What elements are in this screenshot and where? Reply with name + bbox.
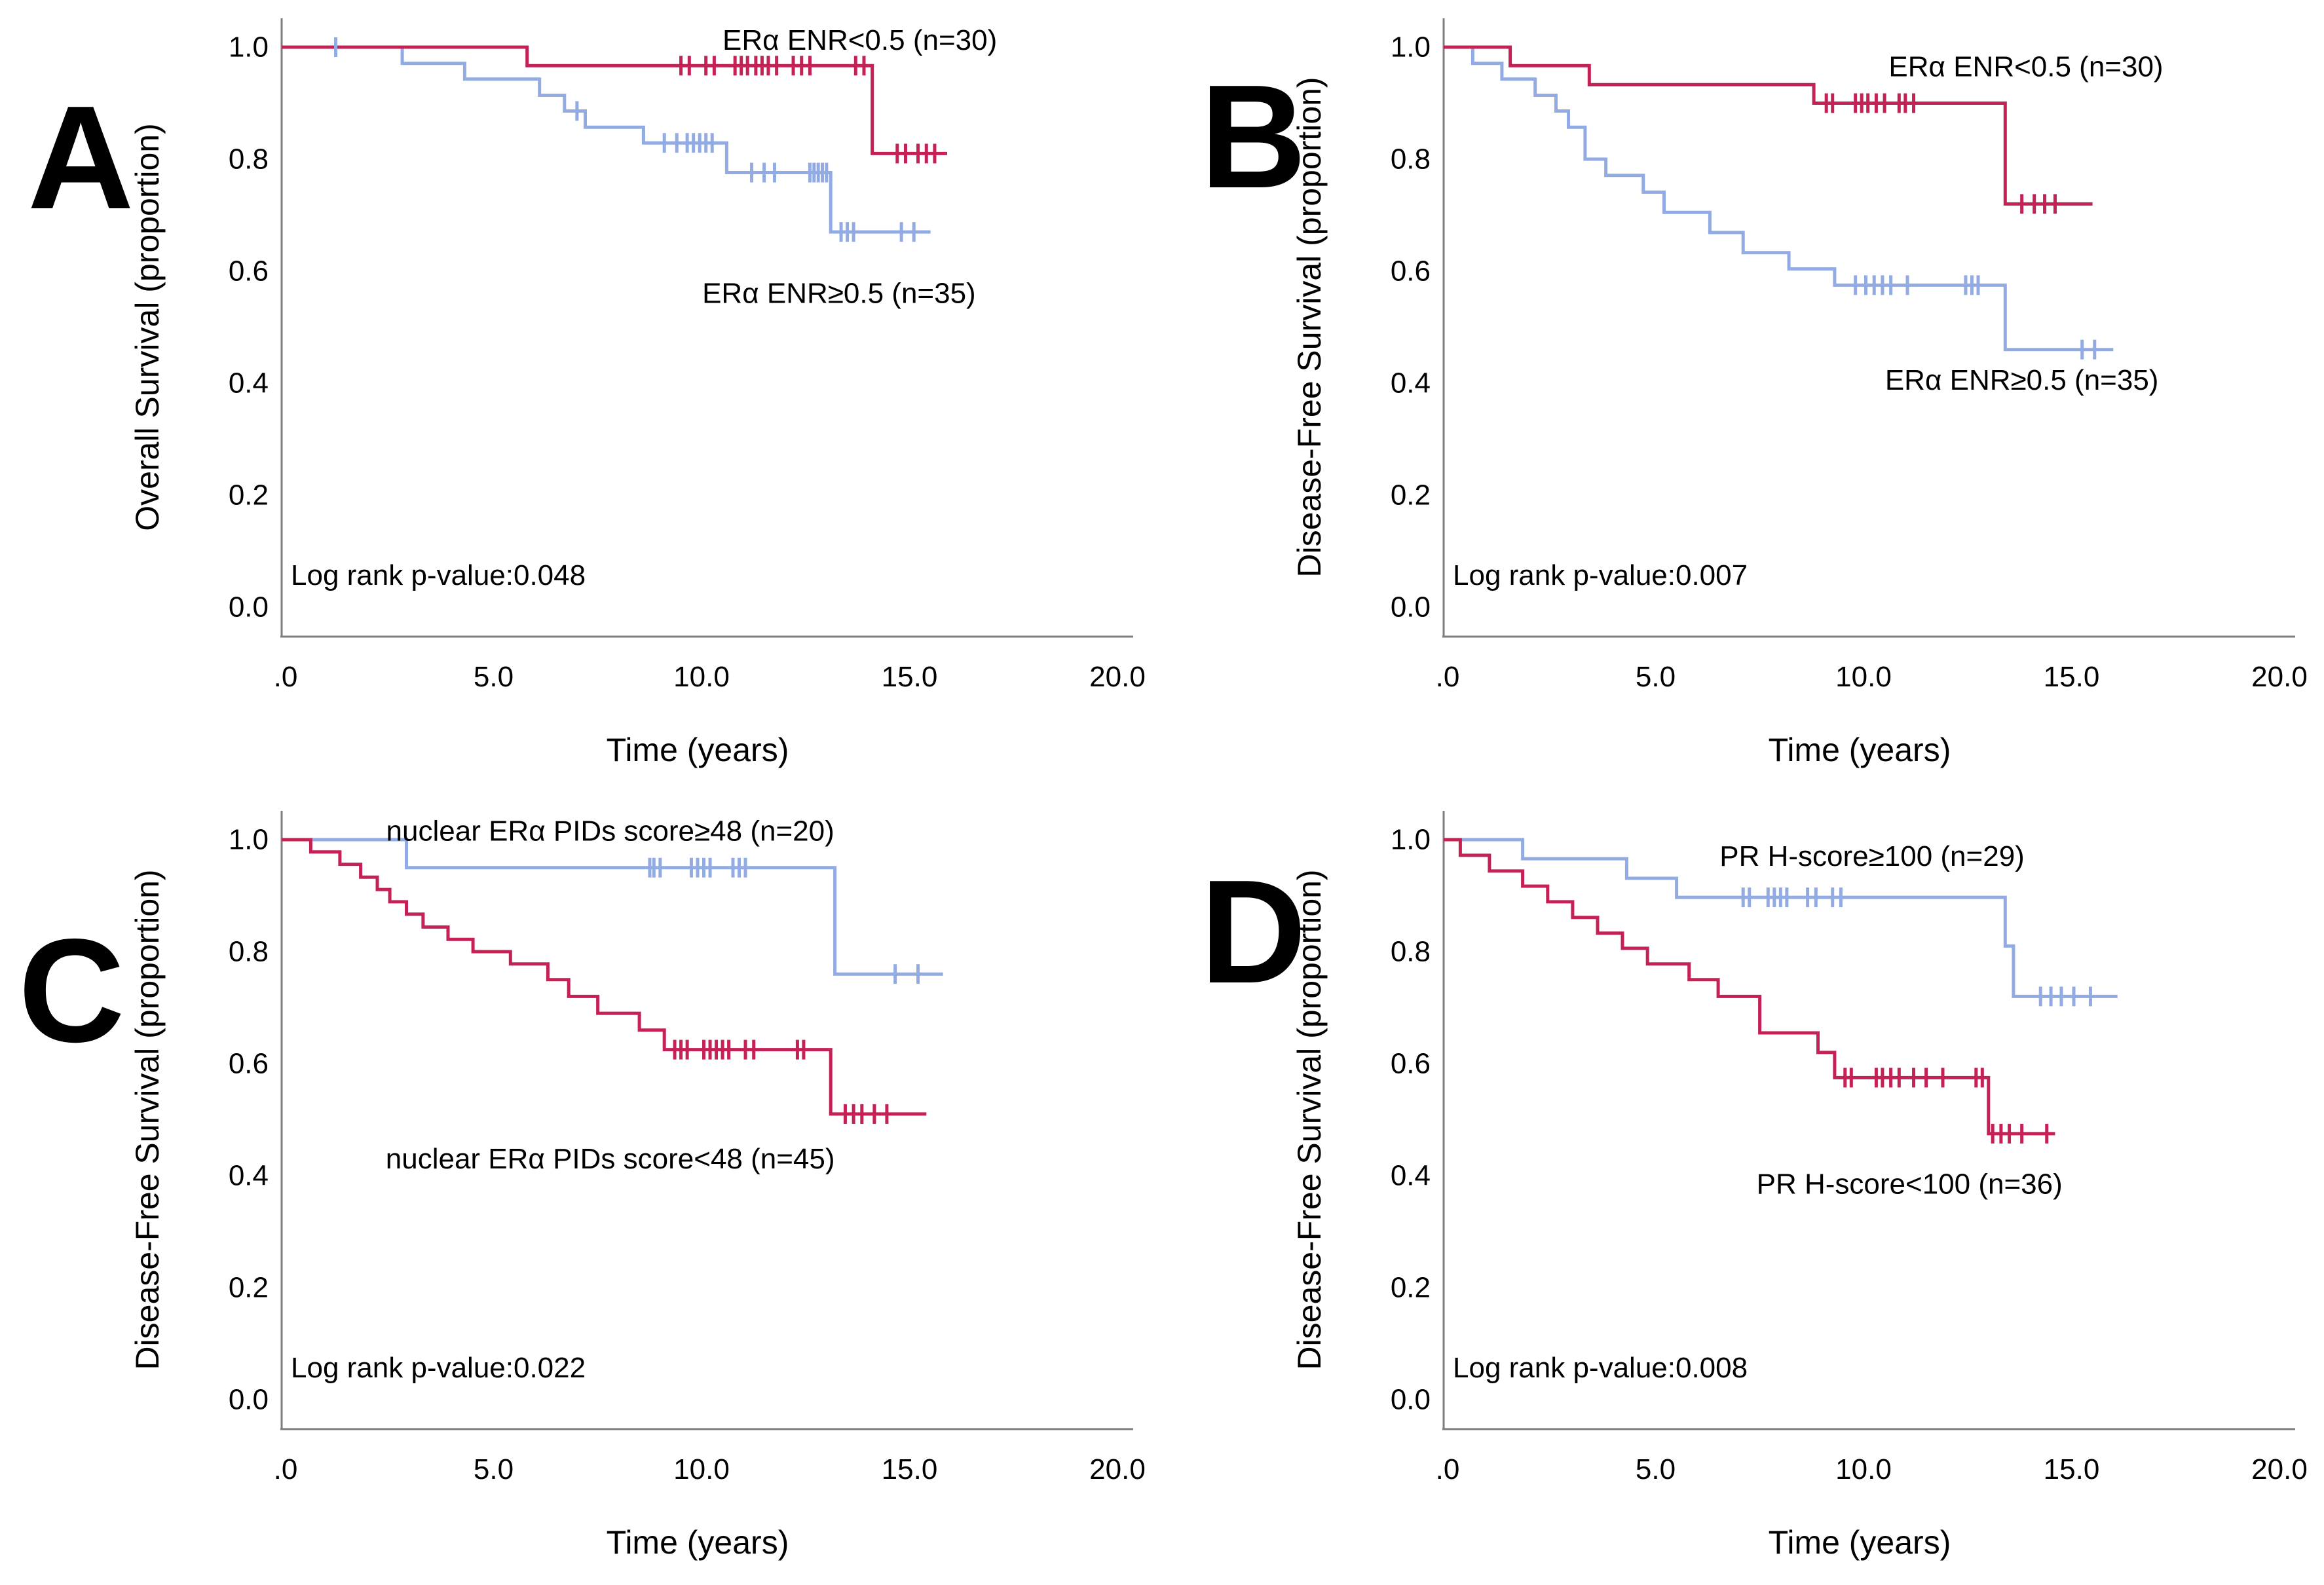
x-tick-label: 20.0 xyxy=(2251,1453,2308,1485)
panel-C: C 1.0 0.8 0.6 0.4 0.2 0.0 .0 5.0 10.0 15.0 20.0 Dis… xyxy=(0,792,1162,1585)
y-axis-title: Disease-Free Survival (proportion) xyxy=(1291,869,1328,1370)
series-label-1: ERα ENR<0.5 (n=30) xyxy=(1888,50,2163,83)
survival-plot-A: 1.0 0.8 0.6 0.4 0.2 0.0 .0 5.0 10.0 15.0 20.0 Overa… xyxy=(129,18,1146,768)
survival-plot-C: 1.0 0.8 0.6 0.4 0.2 0.0 .0 5.0 10.0 15.0 20.0 Disea… xyxy=(129,811,1146,1561)
series-label-1: PR H-score<100 (n=36) xyxy=(1757,1168,2063,1200)
log-rank-pvalue: Log rank p-value:0.007 xyxy=(1453,559,1748,591)
y-axis-title: Disease-Free Survival (proportion) xyxy=(129,869,166,1370)
x-tick-label: 20.0 xyxy=(1089,661,1146,693)
series-label-0: PR H-score≥100 (n=29) xyxy=(1719,840,2025,872)
y-tick-label: 0.4 xyxy=(1391,367,1431,400)
survival-curve-0 xyxy=(282,45,931,234)
y-tick-label: 0.0 xyxy=(1391,1384,1431,1416)
x-axis-title: Time (years) xyxy=(607,732,789,768)
y-tick-label: 0.4 xyxy=(1391,1160,1431,1192)
x-tick-label: 20.0 xyxy=(2251,661,2308,693)
x-tick-label: .0 xyxy=(1436,661,1460,693)
x-tick-label: 10.0 xyxy=(673,661,730,693)
survival-curve-0 xyxy=(282,838,943,976)
series-label-0: nuclear ERα PIDs score≥48 (n=20) xyxy=(386,815,834,848)
x-tick-label: .0 xyxy=(1436,1453,1460,1485)
panel-D: D 1.0 0.8 0.6 0.4 0.2 0.0 .0 5.0 10.0 15.0 20.0 Dis… xyxy=(1162,792,2324,1585)
y-tick-label: 0.8 xyxy=(229,143,269,176)
x-tick-label: 5.0 xyxy=(1636,1453,1676,1485)
y-tick-label: 0.2 xyxy=(229,1272,269,1304)
x-tick-label: 15.0 xyxy=(2044,1453,2100,1485)
y-axis-title: Disease-Free Survival (proportion) xyxy=(1291,77,1328,577)
x-tick-label: 5.0 xyxy=(474,1453,514,1485)
panel-A: A 1.0 0.8 0.6 0.4 0.2 0.0 .0 5.0 10.0 15.0 20.0 Ove… xyxy=(0,0,1162,792)
y-tick-label: 0.2 xyxy=(1391,1272,1431,1304)
x-axis-title: Time (years) xyxy=(607,1524,789,1561)
panel-letter-B: B xyxy=(1200,54,1307,219)
x-tick-label: 15.0 xyxy=(2044,661,2100,693)
series-label-0: ERα ENR≥0.5 (n=35) xyxy=(702,278,976,310)
survival-plot-D: 1.0 0.8 0.6 0.4 0.2 0.0 .0 5.0 10.0 15.0 20.0 Disea… xyxy=(1291,811,2308,1561)
x-tick-label: 15.0 xyxy=(882,1453,938,1485)
y-tick-label: 0.2 xyxy=(229,479,269,512)
y-tick-label: 1.0 xyxy=(229,31,269,64)
y-tick-label: 0.8 xyxy=(1391,936,1431,968)
x-tick-label: 20.0 xyxy=(1089,1453,1146,1485)
x-tick-label: 15.0 xyxy=(882,661,938,693)
series-label-1: ERα ENR<0.5 (n=30) xyxy=(722,24,997,56)
y-tick-label: 0.8 xyxy=(1391,143,1431,176)
survival-curve-1 xyxy=(282,838,927,1116)
y-tick-label: 0.6 xyxy=(1391,255,1431,288)
x-axis-title: Time (years) xyxy=(1769,732,1951,768)
y-tick-label: 0.4 xyxy=(229,1160,269,1192)
survival-curve-0 xyxy=(1444,838,2118,998)
log-rank-pvalue: Log rank p-value:0.048 xyxy=(291,559,586,591)
y-tick-label: 0.0 xyxy=(229,1384,269,1416)
x-tick-label: 10.0 xyxy=(1835,661,1892,693)
y-axis-title: Overall Survival (proportion) xyxy=(129,123,166,531)
y-tick-label: 1.0 xyxy=(1391,31,1431,64)
y-tick-label: 0.0 xyxy=(229,591,269,624)
survival-curve-0 xyxy=(1444,45,2114,352)
y-tick-label: 0.6 xyxy=(1391,1048,1431,1080)
x-axis-title: Time (years) xyxy=(1769,1524,1951,1561)
x-tick-label: 10.0 xyxy=(1835,1453,1892,1485)
panel-letter-D: D xyxy=(1200,849,1307,1014)
series-label-0: ERα ENR≥0.5 (n=35) xyxy=(1885,364,2159,396)
x-tick-label: 5.0 xyxy=(1636,661,1676,693)
survival-curve-1 xyxy=(1444,45,2093,206)
x-tick-label: 5.0 xyxy=(474,661,514,693)
series-label-1: nuclear ERα PIDs score<48 (n=45) xyxy=(386,1143,835,1175)
x-tick-label: 10.0 xyxy=(673,1453,730,1485)
panel-B: B 1.0 0.8 0.6 0.4 0.2 0.0 .0 5.0 10.0 15.0 20.0 Dis… xyxy=(1162,0,2324,792)
x-tick-label: .0 xyxy=(274,661,298,693)
survival-plot-B: 1.0 0.8 0.6 0.4 0.2 0.0 .0 5.0 10.0 15.0 20.0 Disea… xyxy=(1291,18,2308,768)
y-tick-label: 0.2 xyxy=(1391,479,1431,512)
y-tick-label: 0.4 xyxy=(229,367,269,400)
panel-letter-C: C xyxy=(18,908,125,1073)
log-rank-pvalue: Log rank p-value:0.022 xyxy=(291,1352,586,1384)
y-tick-label: 1.0 xyxy=(229,824,269,856)
panel-letter-A: A xyxy=(28,75,134,240)
y-tick-label: 0.6 xyxy=(229,255,269,288)
y-tick-label: 0.8 xyxy=(229,936,269,968)
x-tick-label: .0 xyxy=(274,1453,298,1485)
survival-curve-1 xyxy=(282,45,947,155)
log-rank-pvalue: Log rank p-value:0.008 xyxy=(1453,1352,1748,1384)
y-tick-label: 0.6 xyxy=(229,1048,269,1080)
survival-curve-1 xyxy=(1444,838,2055,1136)
y-tick-label: 0.0 xyxy=(1391,591,1431,624)
y-tick-label: 1.0 xyxy=(1391,824,1431,856)
